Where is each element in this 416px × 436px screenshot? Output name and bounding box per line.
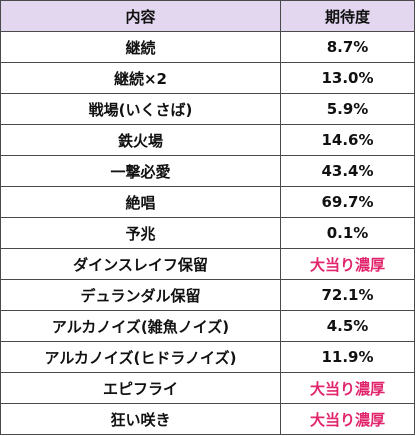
row-item: エピフライ bbox=[0, 372, 281, 404]
row-item: 鉄火場 bbox=[0, 124, 281, 156]
row-item: ダインスレイフ保留 bbox=[0, 248, 281, 280]
row-item: アルカノイズ(雑魚ノイズ) bbox=[0, 310, 281, 342]
row-value: 43.4% bbox=[280, 155, 415, 187]
table-row: エピフライ 大当り濃厚 bbox=[0, 372, 415, 404]
row-value: 0.1% bbox=[280, 217, 415, 249]
row-value: 4.5% bbox=[280, 310, 415, 342]
table-row: アルカノイズ(雑魚ノイズ) 4.5% bbox=[0, 310, 415, 342]
row-value: 5.9% bbox=[280, 93, 415, 125]
row-value: 大当り濃厚 bbox=[280, 372, 415, 404]
row-value: 大当り濃厚 bbox=[280, 248, 415, 280]
row-item: 予兆 bbox=[0, 217, 281, 249]
table-row: 一撃必愛 43.4% bbox=[0, 155, 415, 187]
row-value: 8.7% bbox=[280, 31, 415, 63]
row-item: 戦場(いくさば) bbox=[0, 93, 281, 125]
row-value: 13.0% bbox=[280, 62, 415, 94]
table-row: 戦場(いくさば) 5.9% bbox=[0, 93, 415, 125]
table-row: ダインスレイフ保留 大当り濃厚 bbox=[0, 248, 415, 280]
header-content: 内容 bbox=[0, 0, 281, 32]
row-value: 大当り濃厚 bbox=[280, 403, 415, 435]
table-body: 継続 8.7% 継続×2 13.0% 戦場(いくさば) 5.9% 鉄火場 14.… bbox=[0, 31, 415, 435]
row-item: 継続×2 bbox=[0, 62, 281, 94]
row-item: 絶唱 bbox=[0, 186, 281, 218]
row-value: 11.9% bbox=[280, 341, 415, 373]
table-row: 予兆 0.1% bbox=[0, 217, 415, 249]
table-row: 狂い咲き 大当り濃厚 bbox=[0, 403, 415, 435]
table-row: 継続×2 13.0% bbox=[0, 62, 415, 94]
header-row: 内容 期待度 bbox=[0, 0, 415, 32]
table-row: アルカノイズ(ヒドラノイズ) 11.9% bbox=[0, 341, 415, 373]
row-value: 69.7% bbox=[280, 186, 415, 218]
table-row: デュランダル保留 72.1% bbox=[0, 279, 415, 311]
header-expectation: 期待度 bbox=[280, 0, 415, 32]
row-item: 狂い咲き bbox=[0, 403, 281, 435]
table-row: 継続 8.7% bbox=[0, 31, 415, 63]
row-item: 継続 bbox=[0, 31, 281, 63]
row-item: 一撃必愛 bbox=[0, 155, 281, 187]
row-item: アルカノイズ(ヒドラノイズ) bbox=[0, 341, 281, 373]
row-item: デュランダル保留 bbox=[0, 279, 281, 311]
table-row: 鉄火場 14.6% bbox=[0, 124, 415, 156]
table-row: 絶唱 69.7% bbox=[0, 186, 415, 218]
row-value: 72.1% bbox=[280, 279, 415, 311]
row-value: 14.6% bbox=[280, 124, 415, 156]
table-header: 内容 期待度 bbox=[0, 0, 415, 32]
